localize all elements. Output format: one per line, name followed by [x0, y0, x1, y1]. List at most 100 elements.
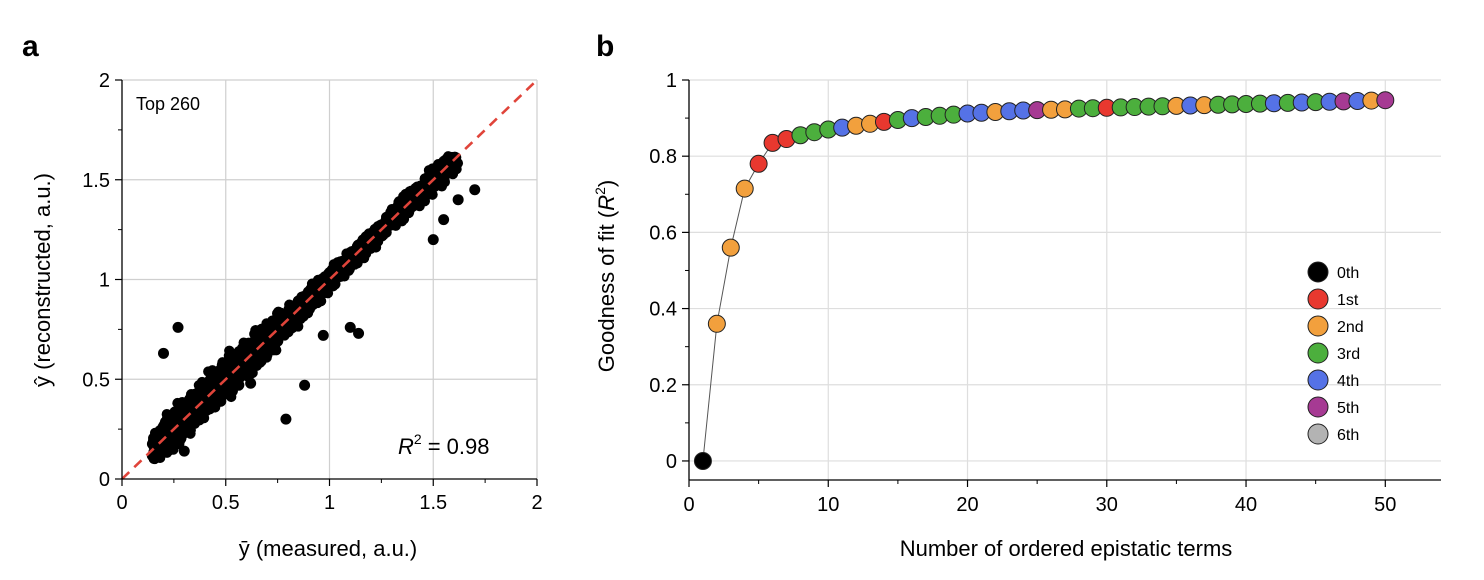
chart-a-point: [257, 353, 269, 364]
chart-a-point: [190, 412, 202, 424]
chart-a-point: [158, 419, 170, 430]
chart-a-point: [155, 444, 167, 456]
chart-a-annotation-top: Top 260: [136, 94, 200, 114]
chart-a-outlier-point: [178, 445, 190, 457]
chart-b-legend-marker: [1307, 342, 1329, 364]
chart-b-legend-label: 0th: [1337, 265, 1359, 282]
chart-b-xlabel: Number of ordered epistatic terms: [900, 536, 1233, 561]
chart-a-scatter: 0 0.5 1 1.5 200.511.52 Top 260 R2 = 0.98 ȳ (m…: [30, 70, 543, 561]
chart-a-point: [303, 304, 314, 315]
chart-b-point: [749, 154, 768, 173]
panel-label-b: b: [596, 30, 614, 63]
chart-a-x-tick-label: 0.5: [212, 492, 240, 514]
chart-a-point: [224, 374, 236, 385]
chart-b-x-tick-label: 30: [1096, 494, 1118, 516]
chart-a-point: [179, 403, 190, 414]
chart-a-outlier-point: [427, 234, 439, 246]
chart-a-y-tick-label: 1: [99, 270, 110, 292]
chart-b-legend-label: 6th: [1337, 427, 1359, 444]
chart-b-point: [735, 179, 754, 198]
chart-a-point: [195, 393, 207, 405]
chart-b-point: [693, 451, 712, 470]
chart-a-points: [146, 151, 481, 465]
chart-a-point: [429, 166, 440, 177]
chart-a-outlier-point: [438, 214, 450, 226]
chart-a-r2-exponent: 2: [414, 431, 422, 447]
chart-a-point: [305, 284, 316, 295]
chart-a-outlier-point: [299, 379, 311, 391]
chart-b-point: [707, 314, 726, 333]
chart-b-legend-marker: [1307, 288, 1329, 310]
chart-a-outlier-point: [344, 321, 356, 333]
chart-a-outlier-point: [452, 194, 464, 206]
chart-b-ylabel-exponent: 2: [592, 187, 608, 195]
chart-b-x-tick-label: 40: [1235, 494, 1257, 516]
chart-a-y-tick-label: 1.5: [82, 170, 110, 192]
chart-b-y-tick-label: 0.6: [649, 222, 677, 244]
chart-b-legend-label: 1st: [1337, 292, 1359, 309]
chart-b-ylabel-after: ): [594, 180, 619, 187]
chart-b-axes: 0 10 20 30 40 50 0 0.2 0.4 0.6 0.8 1: [649, 70, 1441, 516]
chart-a-point: [243, 354, 254, 365]
chart-a-x-tick-label: 1: [324, 492, 335, 514]
chart-b-legend-label: 5th: [1337, 400, 1359, 417]
chart-a-point: [168, 420, 180, 432]
chart-b-series-line: [702, 99, 1386, 462]
chart-a-point: [225, 358, 237, 369]
chart-a-x-tick-label: 0: [116, 492, 127, 514]
chart-a-x-tick-label: 1.5: [419, 492, 447, 514]
chart-a-point: [271, 327, 283, 338]
chart-a-point: [164, 430, 176, 441]
chart-b-legend-label: 3rd: [1337, 346, 1360, 363]
chart-a-ylabel: ŷ (reconstructed, a.u.): [30, 173, 55, 387]
chart-b-point: [721, 238, 740, 257]
chart-b-y-tick-label: 0: [666, 451, 677, 473]
chart-a-axes: 0 0.5 1 1.5 2 0 0.5 1 1.5 2: [82, 70, 542, 514]
chart-a-outlier-point: [158, 347, 169, 359]
chart-b-legend-marker: [1307, 423, 1329, 445]
chart-a-point: [233, 349, 244, 360]
chart-b-legend-marker: [1307, 261, 1329, 283]
chart-b-legend-marker: [1307, 369, 1329, 391]
chart-b-grid: [689, 79, 1441, 480]
chart-a-point: [251, 332, 263, 343]
chart-a-point: [204, 374, 216, 385]
chart-a-y-tick-label: 0: [99, 469, 110, 491]
chart-b-x-tick-label: 0: [683, 494, 694, 516]
chart-b-line: 0 10 20 30 40 50 0 0.2 0.4 0.6 0.8 1 0th 1st 2nd 3rd 4t…: [592, 70, 1441, 561]
chart-b-x-tick-label: 20: [956, 494, 978, 516]
chart-b-y-tick-label: 0.4: [649, 299, 677, 321]
chart-a-point: [239, 362, 250, 373]
chart-b-ylabel-symbol: R: [594, 195, 619, 211]
chart-a-y-tick-label: 0.5: [82, 369, 110, 391]
chart-a-point: [285, 304, 297, 315]
chart-b-legend-marker: [1307, 315, 1329, 337]
chart-b-y-tick-label: 1: [666, 70, 677, 92]
chart-b-points: [693, 91, 1395, 470]
chart-b-x-tick-label: 50: [1374, 494, 1396, 516]
chart-a-point: [259, 333, 270, 344]
chart-a-r2-value: = 0.98: [428, 434, 490, 459]
chart-a-point: [329, 262, 340, 273]
chart-a-point: [447, 161, 458, 173]
chart-a-outlier-point: [469, 184, 481, 196]
chart-a-xlabel: ȳ (measured, a.u.): [239, 536, 418, 561]
chart-a-point: [286, 313, 297, 324]
chart-a-outlier-point: [245, 377, 257, 389]
chart-a-point: [319, 276, 331, 287]
chart-a-r2-symbol: R: [398, 434, 414, 459]
chart-a-outlier-point: [317, 329, 329, 341]
chart-b-legend-label: 2nd: [1337, 319, 1364, 336]
chart-b-point: [1376, 91, 1395, 110]
chart-a-outlier-point: [353, 327, 365, 339]
chart-b-ylabel-before: Goodness of fit (: [594, 210, 619, 372]
chart-a-outlier-point: [172, 321, 184, 333]
chart-a-identity-line: [121, 79, 538, 480]
chart-a-r2-annotation: R2 = 0.98: [398, 431, 489, 459]
chart-a-point: [225, 391, 237, 403]
chart-b-legend-label: 4th: [1337, 373, 1359, 390]
chart-a-outlier-point: [280, 413, 292, 425]
chart-b-legend-marker: [1307, 396, 1329, 418]
panel-label-a: a: [22, 30, 39, 63]
